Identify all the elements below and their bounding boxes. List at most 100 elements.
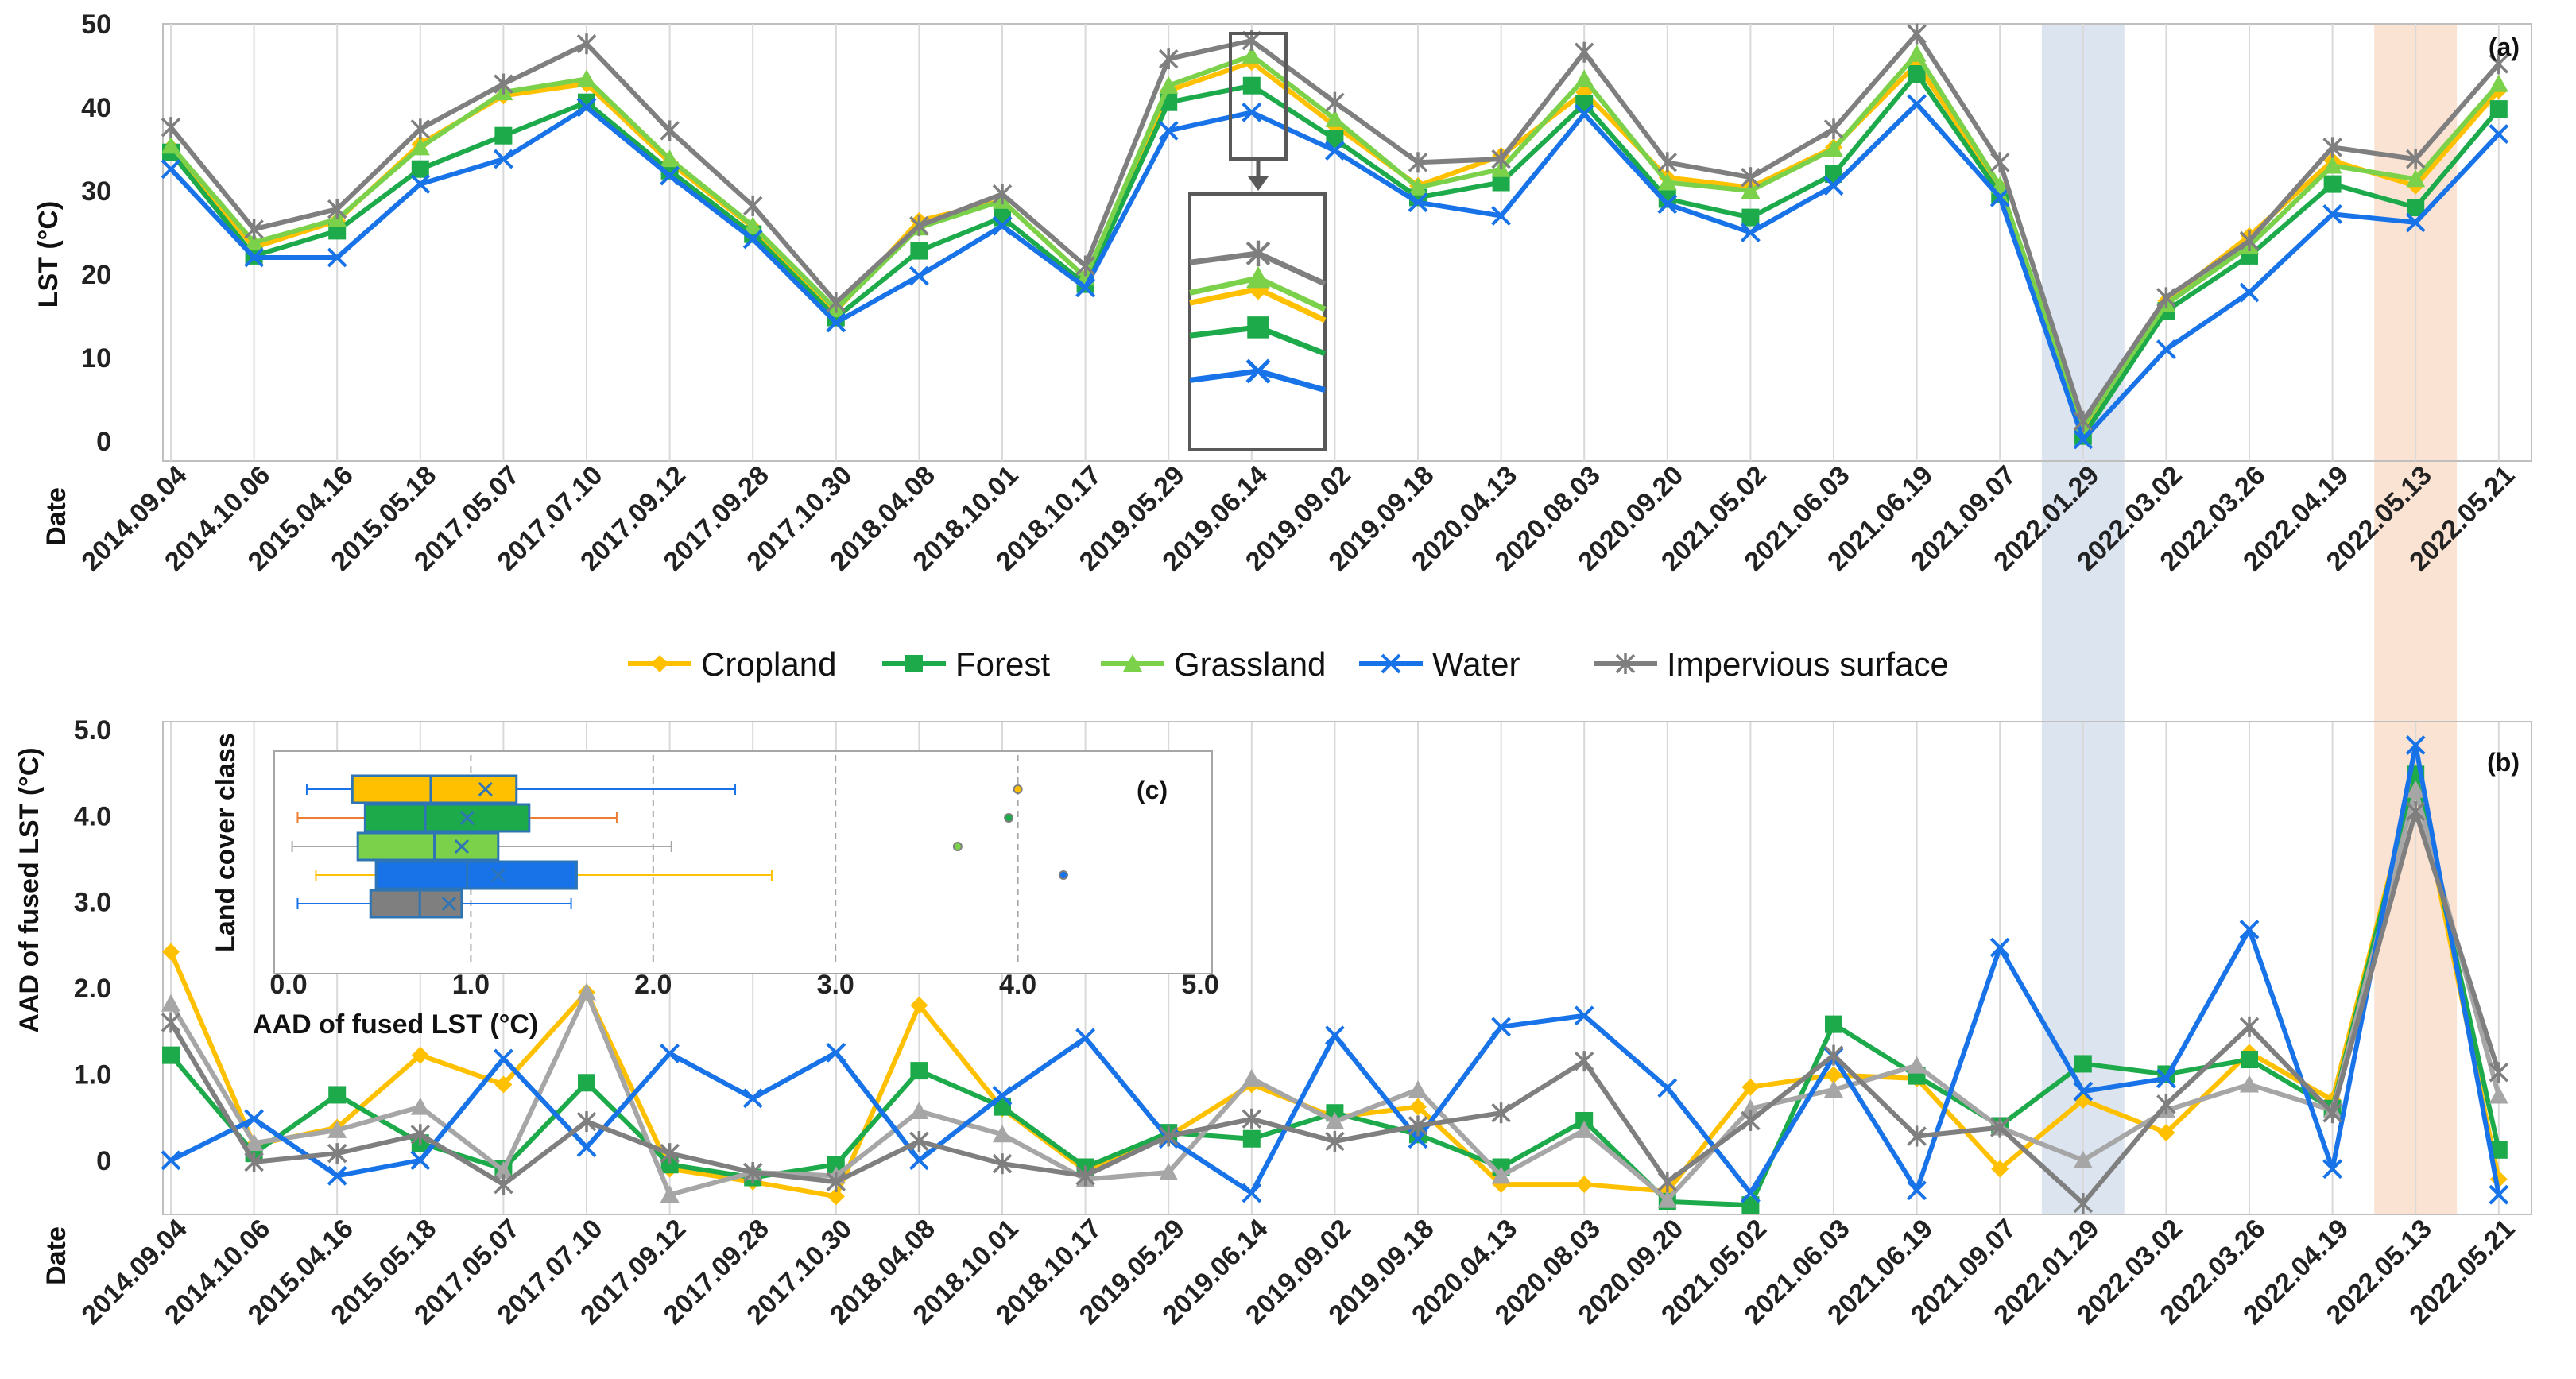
data-point-impervious-surface bbox=[1989, 1117, 2010, 1138]
y-tick-label: 3.0 bbox=[74, 888, 111, 918]
legend-marker-water bbox=[1381, 653, 1401, 674]
data-point-water bbox=[1075, 1028, 1096, 1048]
box-cropland bbox=[305, 774, 1023, 804]
data-point-grassland bbox=[1657, 172, 1677, 191]
data-point-forest bbox=[2241, 1051, 2258, 1069]
series-forest bbox=[162, 65, 2508, 445]
data-point-grassland bbox=[161, 994, 180, 1012]
legend: Cropland Forest Grassland Water Impervious s… bbox=[628, 645, 1949, 683]
data-point-forest bbox=[1326, 130, 1344, 148]
data-point-water-stroke bbox=[2073, 429, 2094, 450]
data-point-water-stroke bbox=[1574, 103, 1594, 124]
data-point-water bbox=[1823, 176, 1844, 196]
box-impervious-surface bbox=[296, 889, 572, 919]
data-point-forest bbox=[578, 93, 595, 111]
data-point-forest bbox=[411, 160, 429, 178]
data-point-water bbox=[826, 1042, 846, 1063]
y-axis-label-a: LST (°C) bbox=[33, 201, 64, 308]
legend-marker-water-stroke bbox=[1381, 653, 1401, 674]
data-point-grassland bbox=[743, 216, 763, 234]
data-point-water bbox=[1657, 194, 1678, 215]
x-axis-label-b: Date bbox=[41, 1226, 72, 1285]
inset-x-tick-label: 4.0 bbox=[999, 970, 1036, 1000]
box-mean-marker bbox=[490, 867, 506, 883]
data-point-forest bbox=[2074, 1055, 2092, 1073]
zoom-series-impervious-surface bbox=[1189, 240, 1327, 287]
data-point-water-stroke bbox=[1324, 1025, 1345, 1046]
data-point-cropland bbox=[1409, 1098, 1427, 1116]
box-iqr bbox=[351, 774, 518, 804]
data-point-water-stroke bbox=[1989, 937, 2010, 958]
data-point-water-stroke bbox=[1408, 192, 1428, 213]
data-point-grassland bbox=[1824, 139, 1843, 157]
data-point-water bbox=[161, 1150, 181, 1171]
data-point-water-stroke bbox=[327, 1165, 347, 1186]
data-point-cropland bbox=[827, 1187, 845, 1206]
data-point-impervious-surface bbox=[992, 1153, 1013, 1175]
legend-marker-impervious-surface bbox=[1615, 653, 1636, 674]
data-point-grassland bbox=[1242, 45, 1261, 64]
inset-x-axis-label: AAD of fused LST (°C) bbox=[253, 1009, 538, 1040]
data-point-impervious-surface bbox=[1907, 1125, 1927, 1147]
data-point-impervious-surface bbox=[576, 33, 597, 55]
data-point-water-stroke bbox=[1158, 120, 1179, 141]
box-mean-marker bbox=[454, 839, 469, 854]
data-point-impervious-surface bbox=[410, 118, 431, 140]
legend-marker-forest bbox=[905, 655, 923, 672]
data-point-water bbox=[244, 1109, 265, 1129]
data-point-water bbox=[2239, 919, 2260, 939]
box-forest bbox=[296, 803, 1014, 833]
data-point-impervious-surface bbox=[1242, 1108, 1262, 1129]
data-point-impervious-surface bbox=[494, 73, 513, 95]
data-point-water bbox=[576, 97, 597, 118]
data-point-water-stroke bbox=[992, 215, 1013, 236]
data-point-water-stroke bbox=[2239, 919, 2260, 939]
data-point-impervious-surface bbox=[742, 195, 763, 216]
data-point-water-stroke bbox=[2073, 1081, 2094, 1102]
data-point-water bbox=[327, 1165, 347, 1186]
data-point-impervious-surface bbox=[1741, 1110, 1761, 1131]
data-point-water bbox=[2489, 124, 2509, 145]
legend-marker-cropland bbox=[651, 655, 668, 672]
data-point-impervious-surface bbox=[1989, 152, 2010, 173]
data-point-water-stroke bbox=[2239, 282, 2260, 303]
y-tick-label: 1.0 bbox=[74, 1059, 111, 1090]
data-point-cropland bbox=[1825, 1066, 1842, 1084]
data-point-grassland bbox=[244, 1133, 264, 1152]
data-point-grassland bbox=[1325, 1112, 1345, 1130]
data-point-forest bbox=[827, 1156, 845, 1174]
data-point-water bbox=[1740, 223, 1761, 242]
data-point-cropland bbox=[162, 943, 180, 961]
data-point-impervious-surface bbox=[826, 292, 846, 313]
data-point-water bbox=[742, 1088, 763, 1109]
data-point-water bbox=[1907, 94, 1927, 114]
box-grassland bbox=[291, 831, 963, 862]
data-point-impervious-surface bbox=[2239, 1016, 2260, 1037]
data-point-water-stroke bbox=[576, 97, 597, 118]
y-axis-label-b: AAD of fused LST (°C) bbox=[14, 747, 45, 1032]
data-point-water bbox=[2322, 203, 2343, 224]
data-point-grassland bbox=[1741, 181, 1761, 199]
data-point-forest bbox=[2323, 175, 2342, 193]
data-point-grassland bbox=[2489, 1086, 2508, 1104]
data-point-water-stroke bbox=[2489, 124, 2509, 145]
data-point-water-stroke bbox=[660, 165, 680, 186]
box-iqr bbox=[363, 803, 531, 833]
data-point-grassland bbox=[577, 982, 596, 1001]
data-point-impervious-surface bbox=[2156, 1094, 2176, 1115]
data-point-impervious-surface bbox=[2489, 1062, 2509, 1083]
data-point-impervious-surface bbox=[327, 199, 347, 220]
data-point-water bbox=[2073, 1081, 2094, 1102]
data-point-impervious-surface bbox=[1574, 41, 1594, 63]
data-point-impervious-surface bbox=[992, 184, 1013, 205]
data-point-cropland bbox=[494, 1075, 513, 1094]
data-point-water bbox=[2156, 1068, 2176, 1089]
data-point-water-stroke bbox=[992, 1086, 1013, 1106]
zoom-point-forest bbox=[1247, 316, 1269, 339]
data-point-cropland bbox=[1991, 1160, 2009, 1178]
data-point-impervious-surface bbox=[1491, 149, 1511, 170]
zoom-series-water bbox=[1189, 358, 1326, 393]
data-point-forest bbox=[494, 126, 513, 145]
data-point-water bbox=[1158, 120, 1179, 141]
data-point-water bbox=[161, 159, 181, 180]
